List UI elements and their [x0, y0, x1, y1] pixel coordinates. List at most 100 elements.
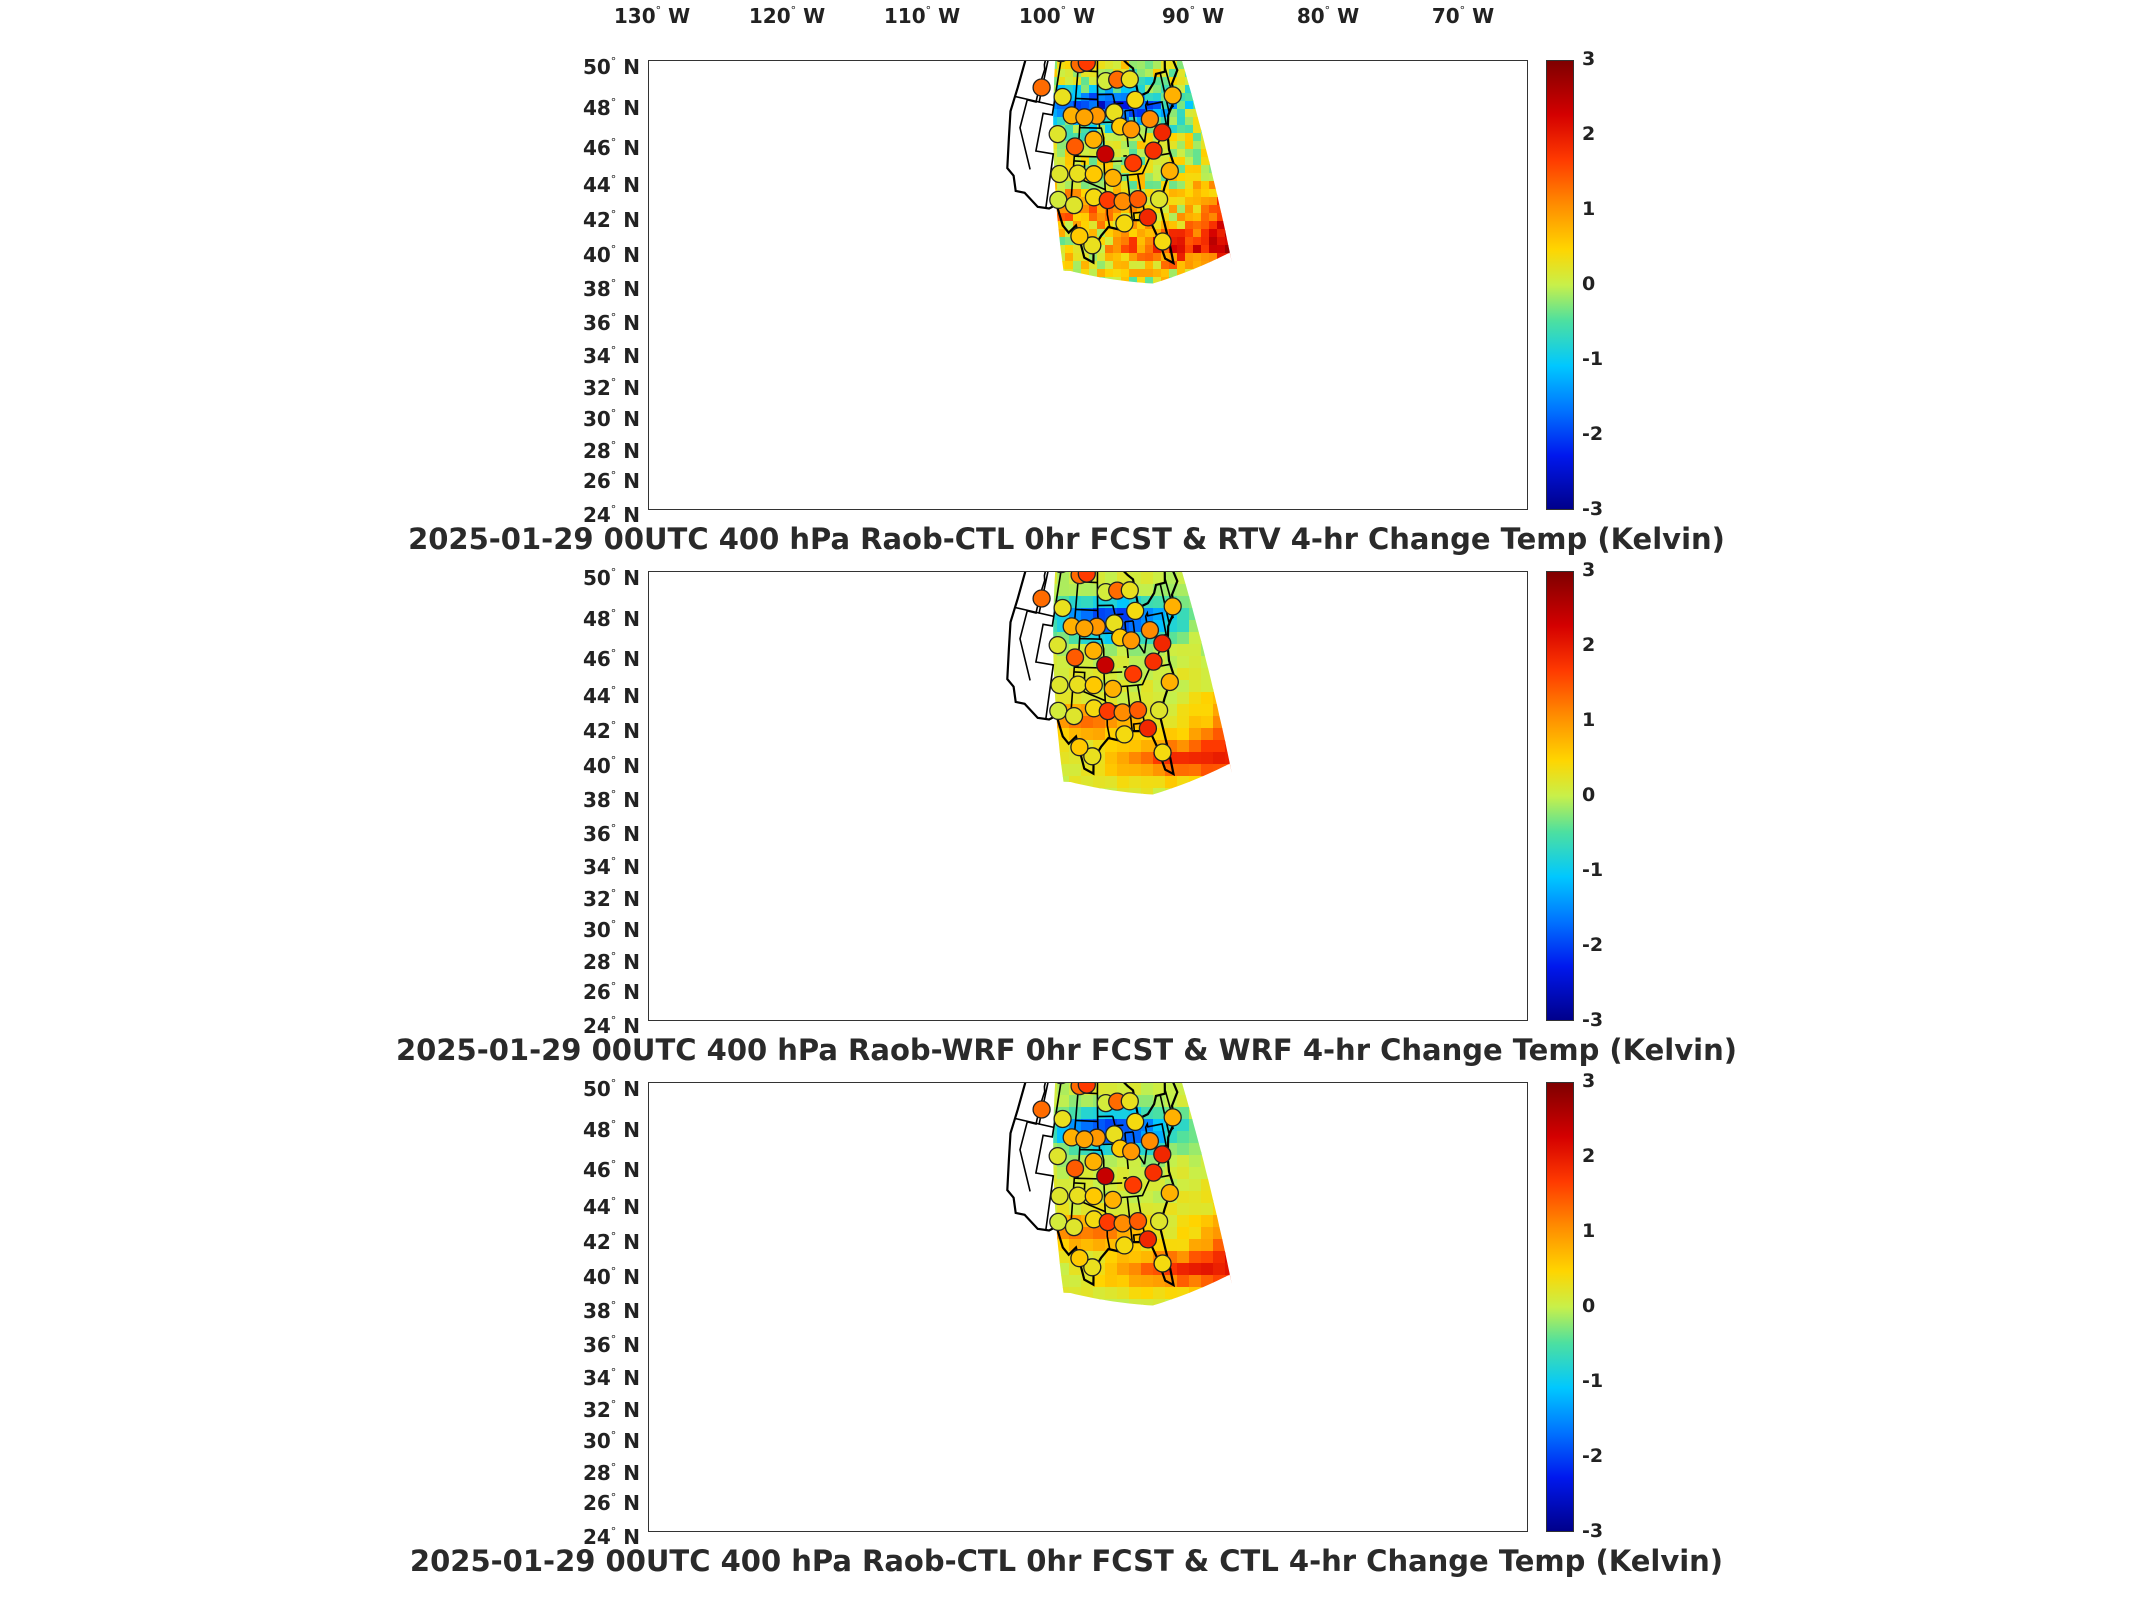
- state-border: [1014, 606, 1054, 618]
- latitude-label: 48° N: [582, 96, 640, 120]
- colorbar: [1546, 1082, 1574, 1532]
- raob-station-marker: [1048, 635, 1067, 655]
- colorbar-tick-label: -1: [1582, 859, 1604, 881]
- raob-station-marker: [1103, 679, 1123, 699]
- raob-station-marker: [1050, 1186, 1069, 1206]
- raob-station-marker: [1084, 1152, 1103, 1171]
- raob-station-marker: [1065, 648, 1085, 667]
- longitude-label: 70° W: [1431, 4, 1495, 28]
- longitude-label: 130° W: [613, 4, 691, 28]
- raob-station-marker: [1103, 168, 1123, 188]
- latitude-label: 30° N: [582, 918, 640, 942]
- raob-station-marker: [1149, 190, 1169, 209]
- raob-station-marker: [1032, 1100, 1051, 1119]
- raob-station-marker: [1163, 597, 1182, 616]
- raob-station-marker: [1075, 1130, 1094, 1149]
- raob-station-marker: [1053, 598, 1072, 618]
- colorbar-tick-label: -3: [1582, 1009, 1604, 1031]
- raob-station-marker: [1163, 1108, 1182, 1127]
- raob-station-marker: [1083, 747, 1102, 766]
- latitude-label: 30° N: [582, 407, 640, 431]
- raob-station-marker: [1140, 620, 1160, 640]
- colorbar-tick-label: -3: [1582, 498, 1604, 520]
- raob-station-marker: [1048, 1146, 1067, 1166]
- raob-station-marker: [1126, 601, 1145, 621]
- latitude-label: 24° N: [582, 1525, 640, 1549]
- raob-station-marker: [1048, 124, 1067, 144]
- raob-station-marker: [1049, 190, 1068, 210]
- latitude-label: 24° N: [582, 1014, 640, 1038]
- raob-station-marker: [1153, 123, 1172, 142]
- raob-station-marker: [1153, 1254, 1172, 1273]
- raob-station-marker: [1053, 1109, 1072, 1129]
- temperature-change-map: [1006, 61, 1232, 284]
- state-border: [1144, 1121, 1168, 1150]
- raob-station-marker: [1083, 236, 1102, 255]
- raob-station-marker: [1075, 619, 1094, 638]
- raob-station-marker: [1160, 672, 1179, 692]
- state-border: [1164, 1090, 1172, 1112]
- raob-station-marker: [1144, 141, 1163, 160]
- raob-station-marker: [1149, 701, 1169, 720]
- colorbar-tick-label: 1: [1582, 709, 1596, 731]
- latitude-label: 40° N: [582, 1265, 640, 1289]
- raob-station-marker: [1120, 1092, 1139, 1111]
- raob-station-marker: [1140, 1131, 1160, 1151]
- colorbar: [1546, 60, 1574, 510]
- latitude-label: 42° N: [582, 719, 640, 743]
- latitude-label: 28° N: [582, 950, 640, 974]
- raob-station-marker: [1056, 1083, 1066, 1085]
- colorbar-tick-label: -2: [1582, 1445, 1604, 1467]
- colorbar-tick-label: -1: [1582, 348, 1604, 370]
- colorbar-tick-label: 1: [1582, 1220, 1596, 1242]
- state-border: [1034, 572, 1062, 720]
- colorbar-tick-label: 2: [1582, 634, 1596, 656]
- raob-station-marker: [1065, 137, 1085, 156]
- state-border: [1070, 61, 1082, 205]
- latitude-label: 40° N: [582, 754, 640, 778]
- latitude-label: 36° N: [582, 1333, 640, 1357]
- raob-station-marker: [1096, 144, 1115, 164]
- latitude-label: 42° N: [582, 208, 640, 232]
- raob-station-marker: [1064, 1217, 1084, 1237]
- panel-title: 2025-01-29 00UTC 400 hPa Raob-CTL 0hr FC…: [408, 522, 1725, 556]
- raob-station-marker: [1160, 161, 1179, 181]
- raob-station-marker: [1056, 572, 1066, 574]
- raob-station-marker: [1113, 192, 1132, 211]
- raob-station-marker: [1140, 109, 1160, 129]
- latitude-label: 38° N: [582, 277, 640, 301]
- latitude-label: 46° N: [582, 647, 640, 671]
- raob-station-marker: [1064, 706, 1084, 726]
- latitude-label: 34° N: [582, 855, 640, 879]
- raob-station-marker: [1153, 743, 1172, 762]
- state-border: [1014, 1117, 1054, 1129]
- state-border: [1124, 620, 1134, 623]
- raob-station-marker: [1144, 652, 1163, 671]
- raob-station-marker: [1084, 676, 1103, 695]
- latitude-label: 32° N: [582, 376, 640, 400]
- raob-station-marker: [1068, 675, 1088, 694]
- raob-station-marker: [1065, 1159, 1085, 1178]
- longitude-label: 110° W: [883, 4, 961, 28]
- raob-station-marker: [1115, 1236, 1134, 1255]
- latitude-label: 38° N: [582, 788, 640, 812]
- latitude-label: 40° N: [582, 243, 640, 267]
- state-border: [1079, 637, 1102, 640]
- state-border: [1034, 1083, 1062, 1231]
- raob-station-marker: [1068, 1186, 1088, 1205]
- colorbar-tick-label: 0: [1582, 273, 1596, 295]
- state-border: [1079, 1148, 1102, 1151]
- raob-station-marker: [1053, 87, 1072, 107]
- raob-station-marker: [1128, 700, 1148, 720]
- raob-station-marker: [1124, 664, 1143, 684]
- raob-station-marker: [1077, 61, 1096, 72]
- raob-station-marker: [1160, 1183, 1179, 1203]
- latitude-label: 44° N: [582, 173, 640, 197]
- colorbar-tick-label: 0: [1582, 784, 1596, 806]
- latitude-label: 46° N: [582, 136, 640, 160]
- state-border: [1124, 109, 1134, 112]
- raob-station-marker: [1122, 1142, 1141, 1161]
- raob-station-marker: [1083, 1258, 1102, 1277]
- map-frame: [648, 571, 1528, 1021]
- colorbar-tick-label: -2: [1582, 423, 1604, 445]
